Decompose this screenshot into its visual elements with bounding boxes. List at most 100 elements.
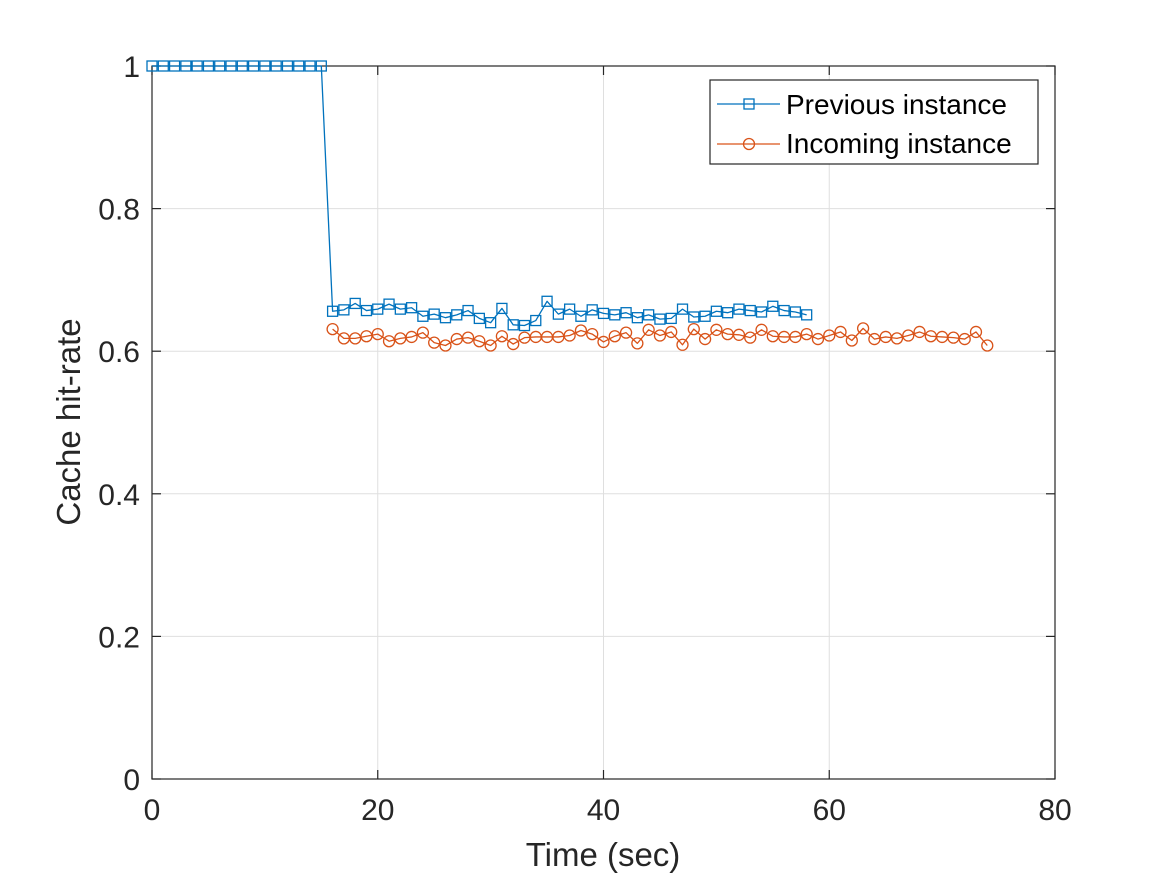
tick-marks (151, 65, 1056, 780)
data-point-square (293, 60, 305, 72)
data-point-square (541, 295, 553, 307)
data-point-circle (360, 330, 373, 343)
data-point-square (597, 307, 610, 320)
data-point-square (315, 60, 327, 72)
legend-label-incoming-instance: Incoming instance (786, 128, 1012, 159)
data-point-circle (653, 329, 667, 342)
data-point-circle (631, 337, 644, 350)
x-tick-label: 0 (144, 794, 161, 827)
data-point-square (767, 300, 779, 312)
data-point-circle (834, 325, 847, 339)
data-point-square (349, 297, 361, 310)
series-line-previous-instance (152, 65, 807, 327)
data-point-circle (439, 339, 452, 352)
data-point-circle (349, 332, 362, 345)
data-point-square (191, 60, 203, 72)
data-point-circle (473, 335, 486, 348)
data-point-circle (732, 328, 746, 341)
data-point-square (631, 312, 644, 324)
data-point-circle (744, 331, 757, 344)
data-point-square (484, 317, 497, 329)
x-tick-label: 60 (813, 794, 846, 827)
data-point-square (383, 298, 395, 310)
data-point-circle (597, 335, 610, 349)
data-point-square (801, 309, 813, 321)
data-point-square (146, 60, 158, 72)
series-previous-instance (146, 60, 813, 332)
data-point-square (586, 304, 598, 316)
data-point-circle (461, 331, 475, 344)
data-point-square (168, 60, 181, 72)
data-point-square (259, 60, 271, 72)
series-line-incoming-instance (332, 327, 988, 347)
data-point-circle (856, 322, 870, 335)
data-point-square (755, 306, 768, 318)
y-tick-label: 1 (123, 51, 140, 84)
data-point-circle (642, 323, 655, 336)
data-point-square (609, 309, 621, 321)
data-point-square (439, 312, 452, 324)
legend-box (709, 79, 1039, 165)
data-point-square (688, 311, 700, 323)
x-tick-label: 20 (361, 794, 394, 827)
data-point-circle (789, 330, 802, 344)
data-point-square (462, 304, 474, 317)
data-point-square (304, 60, 316, 72)
data-point-square (722, 307, 734, 319)
data-point-square (405, 302, 418, 314)
data-point-square (214, 60, 226, 72)
legend-marker-circle-icon (742, 137, 756, 151)
data-point-circle (811, 332, 825, 346)
data-point-square (665, 312, 677, 325)
data-point-circle (800, 327, 813, 341)
legend: Previous instance Incoming instance (709, 79, 1039, 165)
data-point-square (699, 310, 711, 322)
y-tick-label: 0.2 (98, 621, 140, 654)
data-point-circle (416, 326, 430, 339)
x-tick-label: 40 (587, 794, 620, 827)
data-point-square (394, 303, 406, 315)
data-point-circle (687, 322, 700, 336)
data-point-circle (371, 327, 384, 341)
data-point-square (202, 60, 215, 72)
data-point-circle (484, 339, 497, 352)
data-point-square (789, 306, 802, 318)
data-point-square (744, 304, 756, 317)
data-point-square (360, 304, 373, 317)
data-point-square (496, 302, 508, 315)
data-point-circle (428, 336, 441, 349)
series-layer (146, 60, 994, 352)
data-point-square (654, 313, 666, 325)
y-tick-label: 0.4 (98, 479, 140, 512)
data-point-square (417, 310, 429, 322)
data-point-square (338, 304, 350, 316)
data-point-circle (586, 327, 599, 341)
data-point-square (563, 303, 576, 315)
data-point-circle (755, 323, 768, 336)
data-point-circle (563, 329, 576, 342)
data-point-circle (890, 332, 904, 345)
x-axis-title: Time (sec) (526, 836, 681, 873)
data-point-square (281, 60, 294, 72)
legend-marker-square-icon (743, 98, 755, 110)
data-point-circle (619, 326, 633, 339)
data-point-square (236, 60, 248, 72)
data-point-square (507, 319, 519, 331)
data-point-circle (969, 325, 983, 339)
series-incoming-instance (326, 322, 994, 352)
data-point-square (643, 309, 655, 321)
data-point-square (676, 303, 689, 315)
y-tick-label: 0 (123, 764, 140, 797)
data-point-square (225, 60, 237, 72)
data-point-circle (823, 329, 836, 342)
data-point-square (575, 310, 587, 322)
data-point-square (372, 303, 384, 315)
data-point-square (180, 60, 192, 72)
data-point-circle (698, 332, 712, 346)
data-point-circle (981, 339, 994, 352)
data-point-square (451, 309, 463, 321)
data-point-circle (958, 332, 971, 346)
data-point-square (733, 303, 745, 315)
data-point-square (428, 308, 440, 320)
